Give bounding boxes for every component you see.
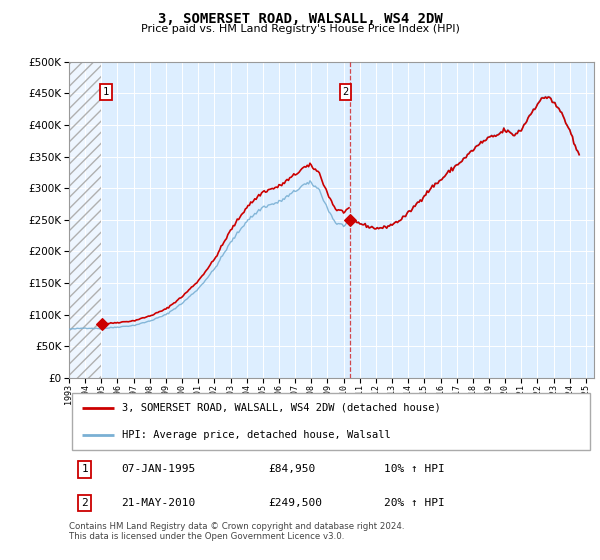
Text: 20% ↑ HPI: 20% ↑ HPI (384, 498, 445, 508)
Text: 1: 1 (82, 464, 88, 474)
Point (345, 216, 355, 225)
Text: 1: 1 (103, 87, 109, 97)
Text: 07-JAN-1995: 07-JAN-1995 (121, 464, 196, 474)
Text: 2: 2 (342, 87, 349, 97)
Text: 3, SOMERSET ROAD, WALSALL, WS4 2DW (detached house): 3, SOMERSET ROAD, WALSALL, WS4 2DW (deta… (121, 403, 440, 413)
Text: HPI: Average price, detached house, Walsall: HPI: Average price, detached house, Wals… (121, 430, 390, 440)
Text: £249,500: £249,500 (269, 498, 323, 508)
Text: 2: 2 (82, 498, 88, 508)
Point (97, 320, 107, 329)
Text: 3, SOMERSET ROAD, WALSALL, WS4 2DW: 3, SOMERSET ROAD, WALSALL, WS4 2DW (158, 12, 442, 26)
Text: 21-MAY-2010: 21-MAY-2010 (121, 498, 196, 508)
Text: Price paid vs. HM Land Registry's House Price Index (HPI): Price paid vs. HM Land Registry's House … (140, 24, 460, 34)
Text: 10% ↑ HPI: 10% ↑ HPI (384, 464, 445, 474)
Text: Contains HM Land Registry data © Crown copyright and database right 2024.
This d: Contains HM Land Registry data © Crown c… (69, 522, 404, 542)
Text: £84,950: £84,950 (269, 464, 316, 474)
FancyBboxPatch shape (71, 393, 590, 450)
